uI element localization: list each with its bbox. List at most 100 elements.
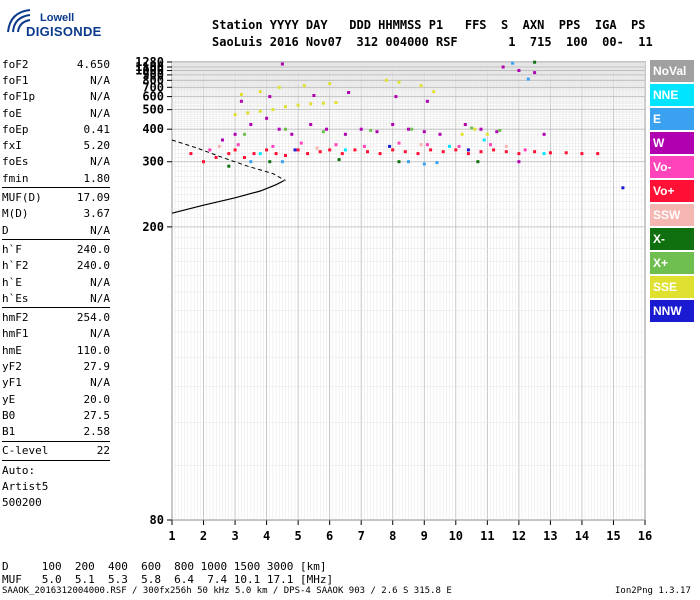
x-tick-label: 3 xyxy=(231,529,238,543)
echo-point xyxy=(517,152,521,156)
y-tick-label: 600 xyxy=(142,90,164,104)
echo-point xyxy=(397,80,401,84)
legend-item: E xyxy=(650,108,694,130)
y-tick-label: 300 xyxy=(142,155,164,169)
echo-point xyxy=(403,150,407,154)
echo-point xyxy=(202,160,205,164)
x-tick-label: 10 xyxy=(449,529,463,543)
echo-point xyxy=(265,148,269,152)
param-row: yF1 N/A xyxy=(2,375,110,391)
echo-point xyxy=(325,127,328,131)
echo-point xyxy=(394,95,398,99)
echo-point xyxy=(277,127,281,131)
echo-point xyxy=(328,82,332,86)
echo-point xyxy=(293,148,297,152)
echo-point xyxy=(318,150,322,154)
echo-point xyxy=(407,160,410,164)
param-name: yF2 xyxy=(2,359,22,373)
echo-point xyxy=(419,143,423,147)
echo-point xyxy=(564,151,568,155)
param-value: N/A xyxy=(90,291,110,305)
param-separator xyxy=(2,307,110,309)
echo-point xyxy=(384,78,388,82)
logo-lowell: Lowell xyxy=(40,12,75,24)
echo-point xyxy=(479,127,483,131)
echo-point xyxy=(265,116,269,120)
echo-point xyxy=(280,62,284,66)
echo-point xyxy=(533,150,537,154)
x-tick-label: 11 xyxy=(480,529,494,543)
footer-info: SAAOK_2016312004000.RSF / 300fx256h 50 k… xyxy=(2,586,452,596)
echo-point xyxy=(473,127,477,131)
x-tick-label: 16 xyxy=(638,529,652,543)
echo-point xyxy=(343,148,347,152)
param-row: h`E N/A xyxy=(2,274,110,290)
echo-point xyxy=(479,150,483,154)
x-tick-label: 9 xyxy=(421,529,428,543)
echo-point xyxy=(378,152,382,156)
param-separator xyxy=(2,239,110,241)
echo-point xyxy=(489,143,492,147)
legend-item: SSW xyxy=(650,204,694,226)
echo-point xyxy=(309,102,313,106)
echo-point xyxy=(448,144,451,148)
echo-point xyxy=(596,152,600,156)
echo-point xyxy=(517,160,521,164)
echo-point xyxy=(233,113,237,117)
echo-point xyxy=(214,156,218,159)
param-value: N/A xyxy=(90,73,110,87)
param-value: N/A xyxy=(90,327,110,341)
param-name: foEp xyxy=(2,122,29,136)
param-row: yE 20.0 xyxy=(2,391,110,407)
echo-point xyxy=(511,61,515,65)
y-tick-label: 800 xyxy=(142,73,164,87)
echo-point xyxy=(268,160,272,164)
y-tick-label: 700 xyxy=(142,80,164,94)
echo-point xyxy=(258,152,262,156)
echo-point xyxy=(542,152,546,156)
echo-point xyxy=(359,127,363,131)
echo-point xyxy=(227,164,231,168)
param-value: 240.0 xyxy=(76,242,110,256)
x-tick-label: 5 xyxy=(295,529,302,543)
param-row: yF2 27.9 xyxy=(2,358,110,374)
y-tick-label: 200 xyxy=(142,220,164,234)
param-value: N/A xyxy=(90,376,110,390)
param-separator xyxy=(2,460,110,462)
echo-point xyxy=(362,144,366,148)
param-name: h`E xyxy=(2,275,22,289)
echo-point xyxy=(388,144,392,148)
echo-point xyxy=(542,132,546,136)
param-row: foEs N/A xyxy=(2,154,110,170)
echo-point xyxy=(435,161,439,165)
echo-point xyxy=(239,93,243,96)
echo-point xyxy=(523,148,527,152)
echo-point xyxy=(321,130,325,134)
legend-item: X- xyxy=(650,228,694,250)
param-name: foF1 xyxy=(2,73,29,87)
x-tick-label: 2 xyxy=(200,529,207,543)
param-name: D xyxy=(2,223,9,237)
logo-digisonde: DIGISONDE xyxy=(26,24,102,39)
echo-point xyxy=(334,101,338,104)
echo-point xyxy=(495,130,499,134)
param-name: h`F xyxy=(2,242,22,256)
echo-point xyxy=(280,160,284,164)
x-tick-label: 14 xyxy=(575,529,589,543)
param-name: foE xyxy=(2,106,22,120)
autoscale-line: 500200 xyxy=(2,496,42,510)
echo-point xyxy=(321,101,325,105)
echo-point xyxy=(284,154,287,157)
echo-point xyxy=(580,152,584,156)
param-row: foF1p N/A xyxy=(2,89,110,105)
echo-point xyxy=(422,130,426,134)
echo-point xyxy=(299,141,303,145)
echo-point xyxy=(284,127,287,131)
echo-point xyxy=(466,148,470,152)
param-value: N/A xyxy=(90,275,110,289)
echo-point xyxy=(296,103,300,107)
echo-point xyxy=(425,143,429,147)
echo-point xyxy=(343,132,347,136)
legend-item: NNE xyxy=(650,84,694,106)
param-row: h`F2 240.0 xyxy=(2,258,110,274)
